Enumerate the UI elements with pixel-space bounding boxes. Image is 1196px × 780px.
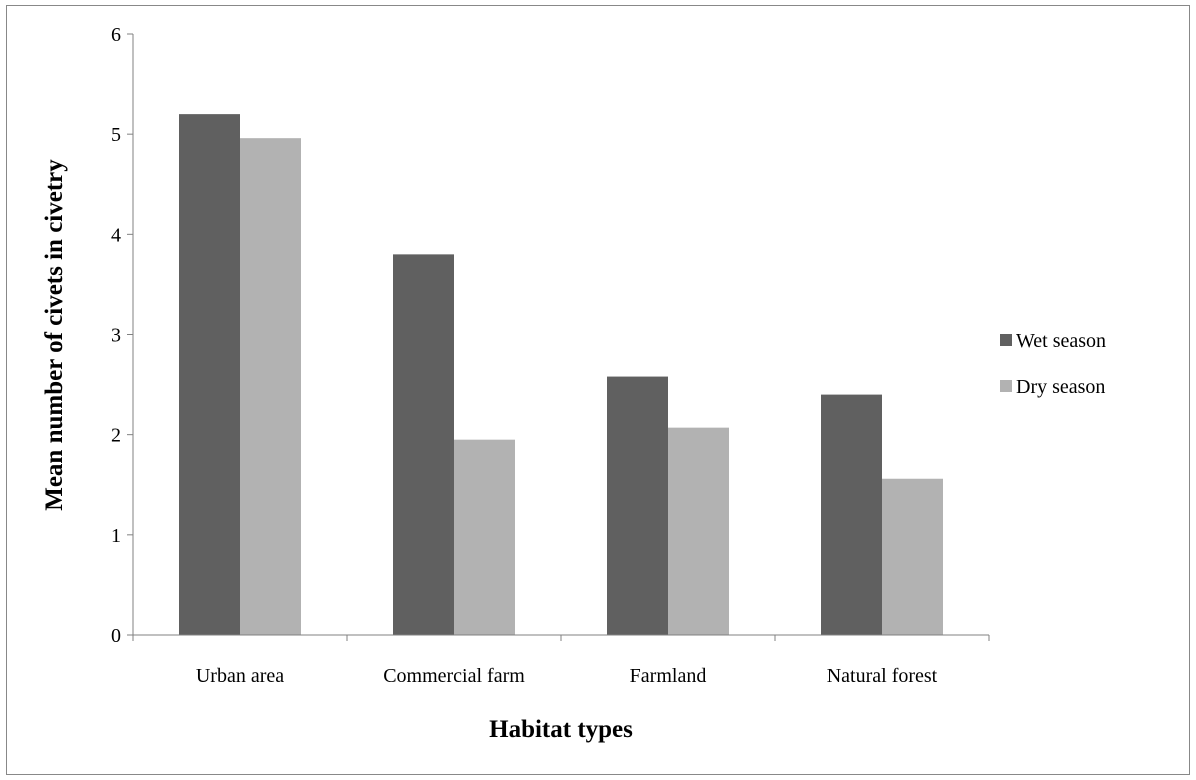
y-tick-label: 1	[111, 525, 121, 547]
x-category-label: Commercial farm	[383, 665, 525, 687]
y-tick-label: 2	[111, 425, 121, 447]
bar-wet-season	[821, 394, 882, 635]
bars-layer	[179, 114, 943, 636]
x-category-label: Urban area	[196, 665, 284, 687]
x-axis-title: Habitat types	[489, 716, 633, 743]
legend: Wet season Dry season	[1000, 330, 1106, 398]
y-tick-label: 4	[111, 224, 121, 246]
x-category-label: Farmland	[630, 665, 707, 687]
bar-dry-season	[454, 439, 515, 635]
y-tick-label: 5	[111, 124, 121, 146]
bar-wet-season	[179, 114, 240, 636]
x-category-label: Natural forest	[827, 665, 938, 687]
y-ticks-layer: 0 1 2 3 4 5 6	[111, 24, 133, 647]
legend-label: Dry season	[1016, 376, 1105, 398]
y-axis-title: Mean number of civets in civetry	[41, 159, 68, 511]
bar-dry-season	[668, 427, 729, 635]
legend-swatch	[1000, 380, 1012, 392]
y-tick-label: 6	[111, 24, 121, 46]
x-categories-layer: Urban area Commercial farm Farmland Natural…	[132, 635, 990, 687]
y-tick-label: 0	[111, 625, 121, 647]
legend-label: Wet season	[1016, 330, 1106, 352]
bar-dry-season	[240, 138, 301, 635]
y-tick-label: 3	[111, 325, 121, 347]
bar-wet-season	[393, 254, 454, 635]
bar-dry-season	[882, 478, 943, 635]
bar-wet-season	[607, 376, 668, 635]
legend-swatch	[1000, 334, 1012, 346]
